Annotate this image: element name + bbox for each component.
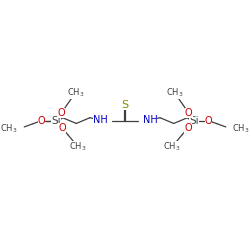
Text: CH$_3$: CH$_3$ (67, 86, 84, 99)
Text: CH$_3$: CH$_3$ (232, 123, 250, 136)
Text: CH$_3$: CH$_3$ (166, 86, 183, 99)
Text: O: O (185, 108, 192, 118)
Text: O: O (204, 116, 212, 126)
Text: O: O (58, 123, 66, 133)
Text: CH$_3$: CH$_3$ (69, 141, 87, 153)
Text: CH$_3$: CH$_3$ (163, 141, 181, 153)
Text: NH: NH (143, 115, 158, 125)
Text: Si: Si (189, 116, 199, 126)
Text: NH: NH (92, 115, 107, 125)
Text: CH$_3$: CH$_3$ (0, 123, 18, 136)
Text: O: O (58, 108, 65, 118)
Text: O: O (184, 123, 192, 133)
Text: O: O (38, 116, 46, 126)
Text: S: S (122, 100, 128, 110)
Text: Si: Si (51, 116, 61, 126)
